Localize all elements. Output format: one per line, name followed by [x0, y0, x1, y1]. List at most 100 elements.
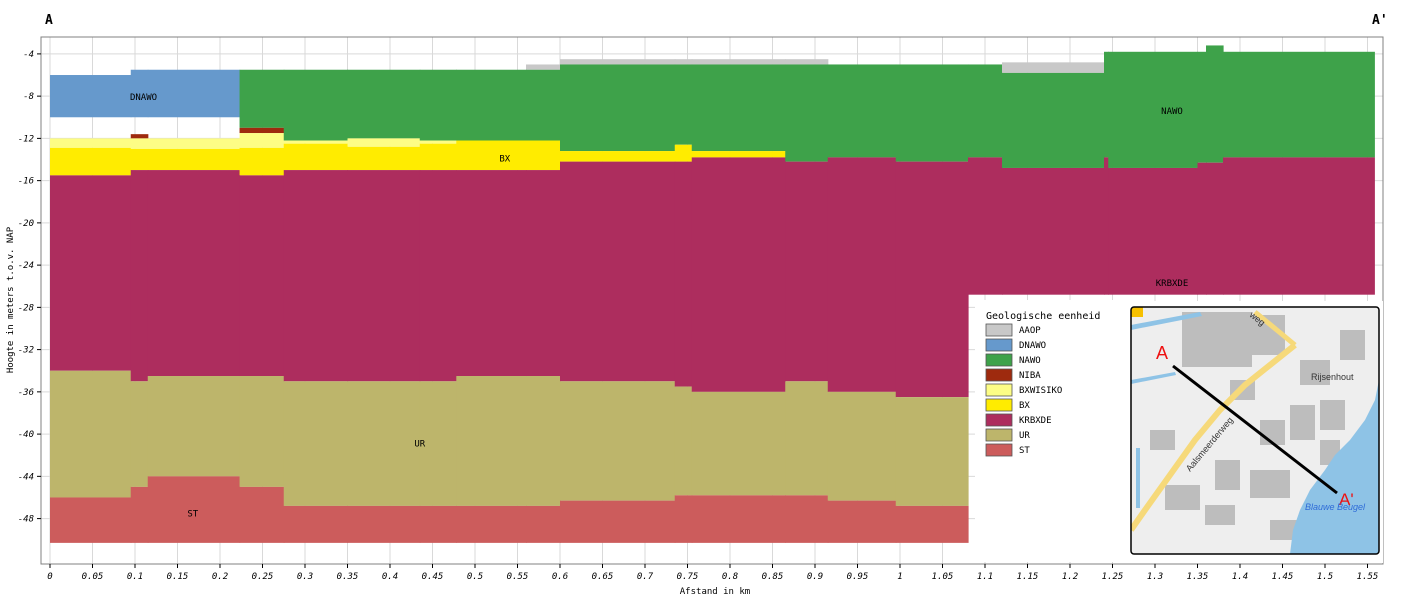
x-tick-label: 1.05	[932, 572, 954, 582]
unit-block-bx	[130, 148, 149, 171]
unit-block-nawo	[1206, 45, 1224, 163]
x-tick-label: 0.55	[507, 572, 529, 582]
unit-block-ur	[419, 381, 457, 506]
x-tick-label: 0.4	[382, 572, 398, 582]
unit-block-nawo	[283, 69, 349, 141]
unit-block-ur	[347, 381, 421, 506]
x-tick-label: 1.4	[1232, 572, 1248, 582]
unit-block-st	[50, 497, 132, 543]
legend-swatch-ur	[985, 428, 1013, 442]
unit-block-bx	[347, 146, 421, 171]
unit-block-dnawo	[50, 75, 132, 118]
unit-annotations: DNAWO NAWO BX KRBXDE UR ST	[130, 93, 1188, 519]
unit-label-st: ST	[187, 509, 198, 519]
unit-label-ur: UR	[414, 440, 425, 450]
unit-block-st	[147, 476, 241, 543]
unit-block-bxwisiko	[50, 138, 132, 148]
legend-items: AAOP DNAWO NAWO NIBA BXWISIKO BX KRBXDE UR ST	[985, 323, 1062, 457]
unit-block-ur	[785, 381, 829, 496]
y-tick-label: -4	[23, 50, 34, 60]
legend-title: Geologische eenheid	[986, 311, 1100, 322]
x-tick-label: 1.3	[1147, 572, 1163, 582]
unit-block-nawo	[895, 64, 969, 162]
x-tick-label: 0.5	[467, 572, 483, 582]
y-tick-label: -44	[18, 472, 34, 482]
x-tick-label: 0.05	[82, 572, 104, 582]
unit-block-bx	[147, 148, 241, 171]
unit-block-st	[456, 505, 527, 543]
unit-block-krbxde	[283, 170, 349, 382]
unit-block-krbxde	[239, 175, 285, 377]
legend-label-niba: NIBA	[1019, 371, 1041, 381]
x-tick-label: 0.9	[807, 572, 823, 582]
map-road-north	[1253, 310, 1297, 347]
unit-block-aaop	[560, 59, 676, 65]
map-label-blauwe-beugel: Blauwe Beugel	[1305, 502, 1366, 512]
unit-block-nawo	[691, 64, 786, 152]
unit-block-nawo	[526, 69, 561, 141]
unit-block-ur	[147, 376, 241, 477]
legend-label-st: ST	[1019, 446, 1030, 456]
x-tick-label: 0.3	[297, 572, 313, 582]
unit-block-krbxde	[130, 170, 149, 382]
unit-block-ur	[239, 376, 285, 487]
x-tick-label: 0.7	[637, 572, 654, 582]
unit-block-nawo	[968, 64, 1003, 158]
unit-block-st	[785, 495, 829, 543]
unit-block-krbxde	[560, 161, 676, 382]
unit-block-krbxde	[50, 175, 132, 371]
unit-block-bx	[456, 140, 527, 171]
unit-block-ur	[674, 386, 693, 496]
unit-label-dnawo: DNAWO	[130, 93, 157, 103]
unit-block-bx	[283, 143, 349, 171]
unit-block-aaop	[1002, 62, 1105, 73]
x-tick-label: 0.25	[252, 572, 274, 582]
x-tick-label: 1.1	[977, 572, 993, 582]
x-tick-label: 1	[897, 572, 902, 582]
unit-block-dnawo	[147, 69, 241, 118]
map-water-canal-2	[1131, 372, 1176, 384]
unit-block-krbxde	[1108, 167, 1199, 295]
unit-block-bx	[674, 144, 693, 162]
unit-block-aaop	[674, 59, 693, 65]
unit-block-ur	[827, 391, 897, 501]
y-axis-ticks: -4 -8 -12 -16 -20 -24 -28 -32 -36 -40 -44 -48	[18, 50, 41, 525]
unit-block-niba	[239, 127, 285, 134]
legend-label-nawo: NAWO	[1019, 356, 1041, 366]
unit-block-krbxde	[456, 170, 527, 377]
x-tick-label: 0.2	[212, 572, 228, 582]
y-tick-label: -36	[18, 388, 34, 398]
legend-swatch-aaop	[985, 323, 1013, 337]
unit-block-bxwisiko	[419, 140, 457, 144]
unit-block-ur	[283, 381, 349, 506]
unit-block-ur	[526, 376, 561, 506]
map-border	[1130, 306, 1380, 555]
y-tick-label: -12	[18, 134, 34, 144]
unit-block-ur	[691, 391, 786, 496]
unit-block-krbxde	[347, 170, 421, 382]
legend-label-bxwisiko: BXWISIKO	[1019, 386, 1062, 396]
map-label-rijsenhout: Rijsenhout	[1311, 372, 1354, 382]
legend-label-krbxde: KRBXDE	[1019, 416, 1052, 426]
unit-block-st	[827, 500, 897, 543]
unit-block-st	[419, 505, 457, 543]
map-water-canal	[1131, 312, 1202, 330]
unit-block-st	[560, 500, 676, 543]
unit-block-krbxde	[827, 157, 897, 392]
unit-block-nawo	[419, 69, 457, 141]
unit-block-bx	[419, 143, 457, 171]
unit-block-bxwisiko	[283, 140, 349, 144]
legend-swatch-bx	[985, 398, 1013, 412]
x-tick-label: 1.2	[1062, 572, 1078, 582]
legend-label-aaop: AAOP	[1019, 326, 1041, 336]
unit-block-st	[691, 495, 786, 543]
legend-swatch-st	[985, 443, 1013, 457]
x-tick-label: 1.25	[1102, 572, 1124, 582]
legend-swatch-krbxde	[985, 413, 1013, 427]
unit-block-st	[239, 486, 285, 543]
unit-block-niba	[130, 134, 149, 139]
unit-block-aaop	[526, 64, 561, 70]
x-tick-label: 0.35	[337, 572, 359, 582]
legend: Geologische eenheid AAOP DNAWO NAWO NIBA BXW…	[975, 300, 1130, 562]
